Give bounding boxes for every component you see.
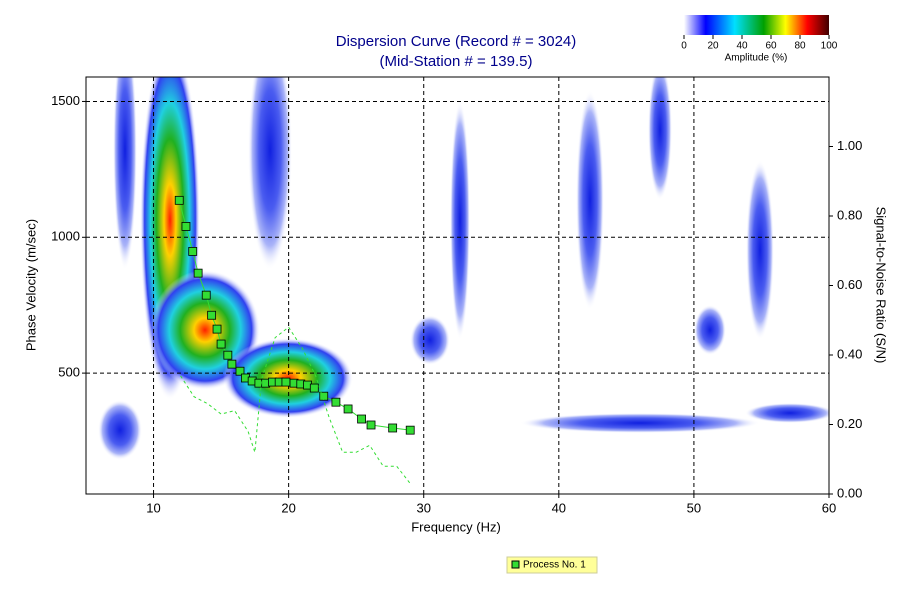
y-label: Phase Velocity (m/sec) bbox=[23, 219, 38, 351]
colorbar-label: Amplitude (%) bbox=[725, 53, 788, 64]
title: Dispersion Curve (Record # = 3024) bbox=[336, 33, 577, 50]
dispersion-point bbox=[223, 350, 233, 360]
dispersion-point bbox=[212, 324, 222, 334]
x-tick-label: 40 bbox=[552, 500, 566, 515]
dispersion-point bbox=[405, 425, 415, 435]
x-tick-label: 60 bbox=[822, 500, 836, 515]
y2-tick-label: 0.00 bbox=[837, 485, 862, 500]
y2-tick-label: 0.40 bbox=[837, 346, 862, 361]
y-tick-label: 1000 bbox=[51, 229, 80, 244]
colorbar-tick-label: 100 bbox=[821, 41, 838, 52]
dispersion-point bbox=[174, 195, 184, 205]
y2-tick-label: 0.80 bbox=[837, 207, 862, 222]
y2-tick-label: 0.60 bbox=[837, 277, 862, 292]
y-tick-label: 500 bbox=[58, 365, 80, 380]
dispersion-point bbox=[227, 359, 237, 369]
dispersion-point bbox=[181, 222, 191, 231]
x-tick-label: 50 bbox=[687, 500, 701, 515]
y2-tick-label: 0.20 bbox=[837, 416, 862, 431]
legend-label: Process No. 1 bbox=[523, 560, 586, 571]
colorbar-tick-label: 60 bbox=[765, 41, 777, 52]
dispersion-point bbox=[343, 404, 353, 414]
dispersion-point bbox=[216, 339, 226, 349]
legend-marker bbox=[511, 560, 520, 569]
x-tick-label: 10 bbox=[146, 500, 160, 515]
dispersion-point bbox=[309, 383, 319, 393]
dispersion-point bbox=[207, 310, 217, 320]
y2-tick-label: 1.00 bbox=[837, 138, 862, 153]
dispersion-point bbox=[366, 420, 376, 430]
x-label: Frequency (Hz) bbox=[411, 519, 501, 534]
dispersion-point bbox=[319, 391, 329, 401]
colorbar-tick-label: 40 bbox=[736, 41, 748, 52]
y2-label: Signal-to-Noise Ratio (S/N) bbox=[874, 207, 889, 364]
colorbar-tick-label: 0 bbox=[681, 41, 687, 52]
colorbar bbox=[684, 15, 829, 35]
colorbar-tick-label: 20 bbox=[707, 41, 719, 52]
legend bbox=[506, 556, 598, 574]
dispersion-point bbox=[281, 377, 291, 387]
dispersion-point bbox=[193, 268, 203, 278]
dispersion-point bbox=[357, 414, 366, 424]
dispersion-point bbox=[188, 247, 198, 256]
dispersion-point bbox=[201, 290, 211, 300]
dispersion-point bbox=[331, 397, 341, 407]
x-tick-label: 30 bbox=[416, 500, 430, 515]
dispersion-point bbox=[235, 366, 245, 376]
colorbar-tick-label: 80 bbox=[794, 41, 806, 52]
dispersion-point bbox=[388, 423, 398, 433]
heatmap bbox=[86, 77, 829, 494]
y-tick-label: 1500 bbox=[51, 93, 80, 108]
x-tick-label: 20 bbox=[281, 500, 295, 515]
subtitle: (Mid-Station # = 139.5) bbox=[380, 53, 533, 70]
